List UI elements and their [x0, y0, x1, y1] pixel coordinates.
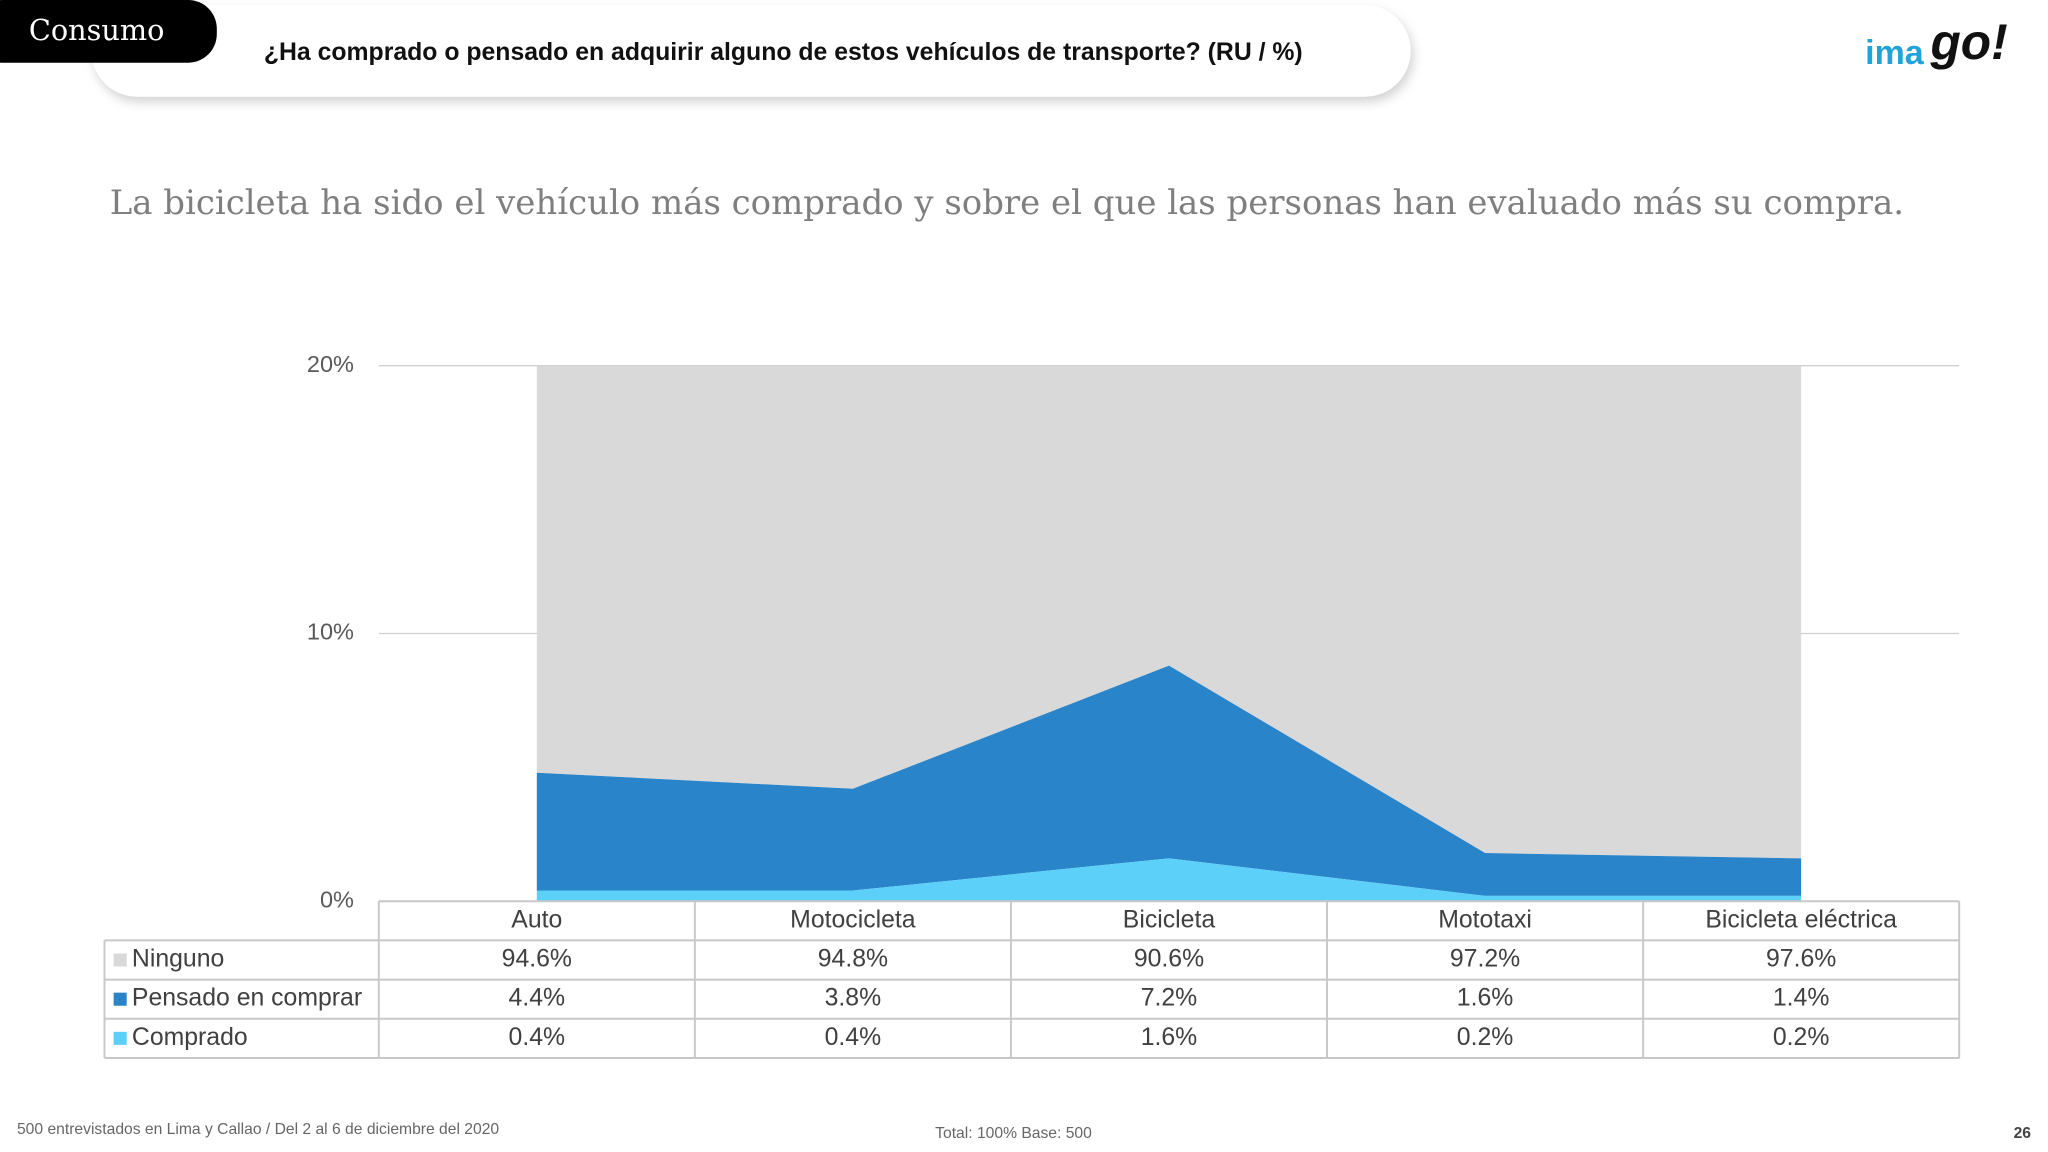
question-pill: [91, 5, 1411, 97]
x-tick-label: Bicicleta eléctrica: [1705, 906, 1897, 933]
table-value: 3.8%: [825, 985, 882, 1012]
table-value: 0.4%: [509, 1024, 566, 1051]
logo-a: ima: [1865, 34, 1925, 72]
legend-swatch: [113, 1031, 127, 1045]
table-value: 90.6%: [1134, 946, 1204, 973]
logo-b: go!: [1929, 14, 2007, 70]
area: [536, 665, 1802, 896]
x-tick-label: Bicicleta: [1123, 906, 1216, 933]
table-value: 0.2%: [1773, 1024, 1830, 1051]
footer-base: Total: 100% Base: 500: [935, 1125, 1092, 1142]
table-value: 1.6%: [1141, 1024, 1198, 1051]
page-number: 26: [2014, 1125, 2032, 1142]
y-tick-label: 20%: [307, 351, 354, 377]
x-tick-label: Mototaxi: [1438, 906, 1532, 933]
legend-swatch: [113, 953, 127, 967]
footer-sample: 500 entrevistados en Lima y Callao / Del…: [17, 1121, 499, 1138]
table-value: 4.4%: [509, 985, 566, 1012]
table-value: 0.4%: [825, 1024, 882, 1051]
x-tick-label: Motocicleta: [790, 906, 916, 933]
table-value: 7.2%: [1141, 985, 1198, 1012]
data-table: Auto Motocicleta Bicicleta Mototaxi Biciclet…: [103, 900, 1961, 1059]
section-label: Consumo: [29, 13, 165, 47]
plot-area: [536, 365, 1802, 902]
legend-label: Pensado en comprar: [132, 985, 362, 1012]
table-value: 1.6%: [1457, 985, 1514, 1012]
legend-swatch: [113, 992, 127, 1006]
legend-label: Ninguno: [132, 946, 224, 973]
area: [536, 858, 1802, 902]
table-value: 97.6%: [1766, 946, 1836, 973]
table-value: 1.4%: [1773, 985, 1830, 1012]
chart-title: La bicicleta ha sido el vehículo más com…: [110, 183, 1904, 223]
section-tab: [0, 0, 217, 63]
question: ¿Ha comprado o pensado en adquirir algun…: [264, 39, 1303, 66]
area: [536, 365, 1802, 859]
y-tick-label: 10%: [307, 619, 354, 645]
x-tick-label: Auto: [511, 906, 562, 933]
table-value: 94.8%: [818, 946, 888, 973]
legend-label: Comprado: [132, 1024, 248, 1051]
chart: 0% 10% 20% Auto Motocicleta Bicicleta Mototaxi…: [103, 351, 1961, 1059]
table-value: 94.6%: [502, 946, 572, 973]
table-value: 0.2%: [1457, 1024, 1514, 1051]
y-tick-label: 0%: [320, 886, 354, 912]
table-value: 97.2%: [1450, 946, 1520, 973]
